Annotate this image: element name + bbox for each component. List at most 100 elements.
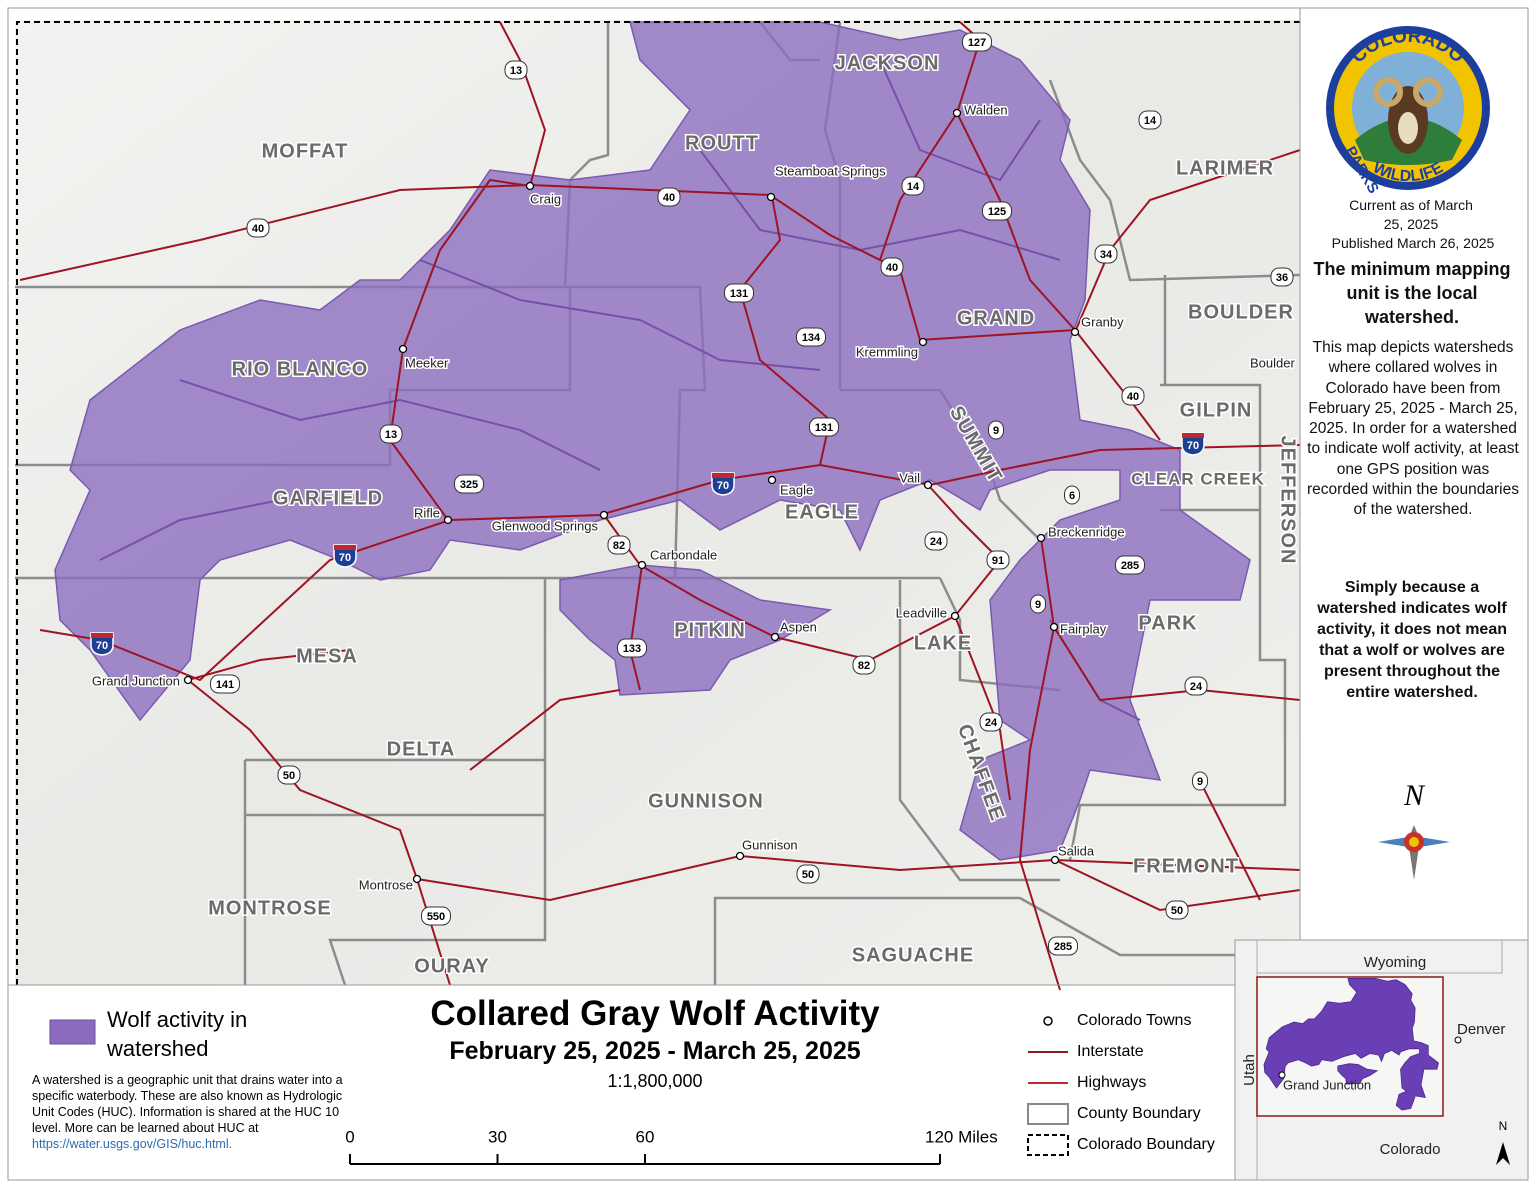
watershed-line <box>99 499 281 561</box>
highway-shield: 24 <box>1184 676 1208 696</box>
legend-description: A watershed is a geographic unit that dr… <box>32 1072 350 1152</box>
legend-swatch <box>49 1019 96 1045</box>
road <box>1199 780 1261 901</box>
road <box>1040 537 1301 702</box>
shield-shape <box>504 60 528 80</box>
highway-shield: 50 <box>796 864 820 884</box>
road <box>187 679 451 986</box>
shield-label: 24 <box>930 536 943 548</box>
road <box>927 484 1001 561</box>
highway-shield: 14 <box>901 176 925 196</box>
interstate-shield: 70 <box>1181 432 1205 456</box>
shield-label: 50 <box>283 770 295 782</box>
highway-shield: 34 <box>1094 244 1118 264</box>
shield-shape <box>1184 676 1208 696</box>
town-dot <box>918 337 928 347</box>
note-bold: The minimum mapping unit is the local wa… <box>1313 259 1511 327</box>
town-dot <box>1070 327 1080 337</box>
shield-label: 141 <box>216 679 234 691</box>
road <box>187 649 351 681</box>
colorado-boundary <box>16 21 1300 985</box>
shield-label: 125 <box>988 206 1006 218</box>
shield-shape <box>657 187 681 207</box>
shield-label: 13 <box>385 429 397 441</box>
county-line <box>1048 79 1301 282</box>
shield-shape <box>1030 594 1046 614</box>
town-label: Aspen <box>780 619 817 634</box>
note: This map depicts watersheds where collar… <box>1307 339 1519 519</box>
shield-shape <box>1115 555 1145 575</box>
road <box>39 444 1301 682</box>
shield-shape <box>852 655 876 675</box>
town-dot <box>735 851 745 861</box>
highway-shield: 13 <box>379 424 403 444</box>
shield-shape <box>711 472 735 496</box>
shield-label: 40 <box>886 262 898 274</box>
shield-shape <box>880 257 904 277</box>
county-label: FREMONT <box>1133 855 1239 877</box>
watershed-line <box>419 259 821 371</box>
shield-shape <box>924 531 948 551</box>
shield-label: 24 <box>985 717 998 729</box>
scale-text: 1:1,800,000 <box>607 1071 703 1091</box>
highway-shield: 82 <box>852 655 876 675</box>
watershed-line <box>879 59 1041 182</box>
highway-shield: 24 <box>979 712 1003 732</box>
shield-label: 131 <box>730 288 748 300</box>
town-dot <box>923 480 933 490</box>
town-dot <box>952 108 962 118</box>
town-label: Meeker <box>405 355 449 370</box>
shield-shape <box>379 424 403 444</box>
shield-label: 40 <box>663 192 675 204</box>
county-label: EAGLE <box>785 501 859 523</box>
shield-label: 13 <box>510 65 522 77</box>
inset-label: Utah <box>1241 1054 1258 1086</box>
county-label: ROUTT <box>685 132 759 154</box>
shield-shape <box>1138 110 1162 130</box>
shield-band <box>91 633 113 638</box>
highway-shield: 40 <box>657 187 681 207</box>
huc-link[interactable]: https://water.usgs.gov/GIS/huc.html. <box>32 1137 233 1151</box>
highway-shield: 24 <box>924 531 948 551</box>
town-dot <box>525 181 535 191</box>
shield-shape <box>1270 267 1294 287</box>
town-label: Eagle <box>780 482 813 497</box>
note-bold: Simply because a watershed indicates wol… <box>1317 579 1507 701</box>
legend-item: Highways <box>1077 1074 1146 1091</box>
shield-shape <box>1165 900 1189 920</box>
shield-label: 9 <box>1035 599 1041 611</box>
highway-shield: 50 <box>277 765 301 785</box>
county-label: LARIMER <box>1176 157 1274 179</box>
shield-shape <box>90 632 114 656</box>
county-label: GUNNISON <box>648 790 764 812</box>
town-label: Fairplay <box>1060 621 1107 636</box>
highway-shield: 9 <box>1192 771 1208 791</box>
town-dot <box>1036 533 1046 543</box>
county-line <box>713 896 1020 985</box>
shield-label: 70 <box>717 480 729 492</box>
highway-shield: 40 <box>880 257 904 277</box>
road <box>1054 859 1301 912</box>
description-text: A watershed is a geographic unit that dr… <box>32 1073 343 1135</box>
town-label: Walden <box>964 102 1008 117</box>
shield-label: 36 <box>1276 272 1288 284</box>
shield-label: 550 <box>427 911 445 923</box>
county-label: DELTA <box>387 738 456 760</box>
highway-shield: 285 <box>1115 555 1145 575</box>
highway-shield: 127 <box>962 32 992 52</box>
shield-label: 14 <box>907 181 920 193</box>
county-label: OURAY <box>414 955 489 977</box>
town-dot <box>1050 855 1060 865</box>
shield-label: 70 <box>96 640 108 652</box>
shield-shape <box>421 906 451 926</box>
shield-label: 127 <box>968 37 986 49</box>
county-label: MESA <box>296 645 358 667</box>
shield-label: 50 <box>802 869 814 881</box>
town-dot <box>1049 622 1059 632</box>
legend-symbol <box>1027 1134 1069 1156</box>
shield-label: 9 <box>1197 776 1203 788</box>
road <box>879 112 958 261</box>
shield-shape <box>1181 432 1205 456</box>
legend-item: County Boundary <box>1077 1105 1201 1122</box>
shield-shape <box>1094 244 1118 264</box>
